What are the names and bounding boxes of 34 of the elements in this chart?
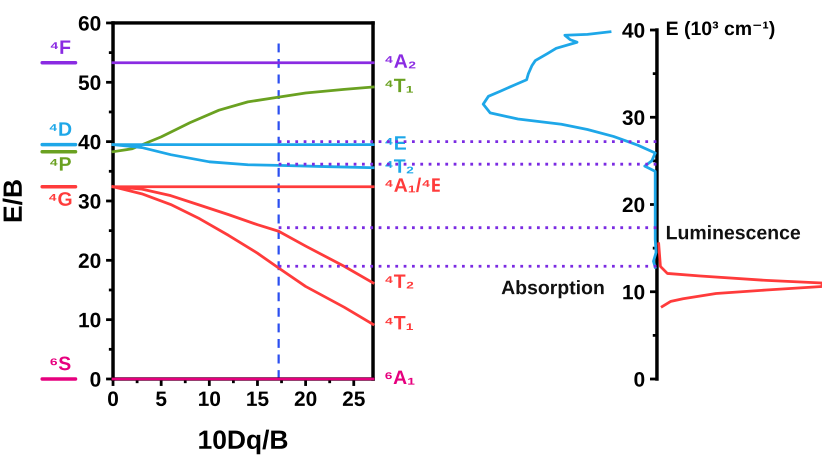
x-tick-label: 20 bbox=[294, 391, 316, 406]
series-label: ⁴T₁ bbox=[385, 78, 414, 93]
y-tick-label: 40 bbox=[622, 23, 644, 38]
y-tick-label: 20 bbox=[78, 253, 100, 268]
text: ⁶S bbox=[50, 356, 70, 370]
y-tick-label: 10 bbox=[623, 284, 644, 300]
series-label: ⁴T₂ bbox=[385, 159, 414, 174]
x-tick-label: 10 bbox=[199, 391, 220, 406]
y-tick-label: 50 bbox=[78, 75, 100, 90]
y-axis-title: E (10³ cm⁻¹) bbox=[666, 20, 774, 40]
x-axis-title: 10Dq/B bbox=[199, 430, 288, 454]
text: ⁴D bbox=[50, 122, 72, 136]
x-tick-label: 5 bbox=[156, 392, 166, 406]
series-label: ⁴T₂ bbox=[385, 274, 414, 288]
y-tick-label: 30 bbox=[622, 110, 644, 126]
x-tick-label: 0 bbox=[108, 391, 118, 406]
series-label: Luminescence bbox=[666, 225, 800, 240]
y-tick-label: 0 bbox=[90, 372, 100, 387]
series-label: ⁴T₁ bbox=[385, 316, 414, 330]
x-tick-label: 15 bbox=[247, 392, 268, 406]
series-label: ⁴A₂ bbox=[385, 54, 416, 68]
y-tick-label: 20 bbox=[622, 198, 644, 212]
text: Absorption bbox=[502, 280, 604, 298]
x-tick-label: 25 bbox=[342, 391, 365, 406]
y-tick-label: 0 bbox=[634, 372, 644, 387]
series-label: ⁶A₁ bbox=[385, 370, 415, 385]
text: ⁴G bbox=[49, 192, 72, 206]
text: ⁴F bbox=[50, 40, 70, 54]
y-tick-label: 60 bbox=[78, 16, 100, 31]
y-tick-label: 40 bbox=[78, 134, 100, 150]
y-tick-label: 10 bbox=[79, 312, 100, 328]
y-axis-title: E/B bbox=[2, 180, 22, 222]
y-tick-label: 30 bbox=[78, 194, 100, 209]
text: ⁴P bbox=[50, 157, 71, 171]
